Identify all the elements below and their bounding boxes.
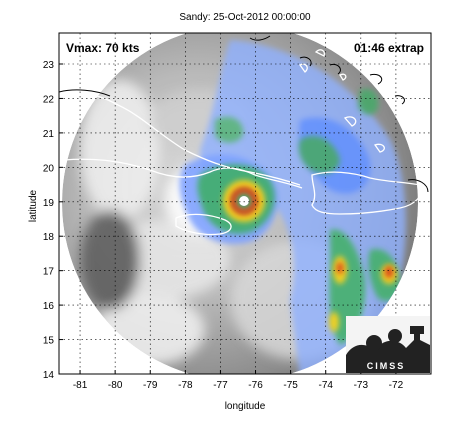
y-tick-label: 19 bbox=[43, 198, 55, 209]
y-tick-label: 21 bbox=[43, 129, 55, 140]
plot-frame bbox=[58, 32, 432, 375]
time-label: 01:46 extrap bbox=[354, 41, 424, 55]
logo-text: CIMSS bbox=[367, 361, 406, 371]
x-tick-label: -80 bbox=[108, 380, 123, 391]
y-tick-label: 17 bbox=[43, 267, 55, 278]
coastlines bbox=[59, 49, 422, 236]
y-tick-label: 20 bbox=[43, 163, 55, 174]
grid-lines bbox=[59, 33, 431, 374]
x-axis-label: longitude bbox=[225, 401, 266, 412]
y-tick-label: 15 bbox=[43, 336, 55, 347]
x-tick-label: -79 bbox=[143, 380, 158, 391]
y-axis-label: latitude bbox=[28, 189, 39, 222]
cimss-logo: CIMSS bbox=[346, 316, 430, 373]
vmax-label: Vmax: 70 kts bbox=[66, 41, 140, 55]
x-tick-label: -78 bbox=[178, 380, 193, 391]
x-tick-label: -74 bbox=[318, 380, 333, 391]
y-tick-label: 23 bbox=[43, 60, 55, 71]
coastlines-outer bbox=[59, 35, 429, 193]
x-tick-label: -72 bbox=[389, 380, 404, 391]
satellite-image bbox=[59, 33, 431, 374]
y-tick-label: 14 bbox=[43, 370, 55, 381]
x-tick-label: -76 bbox=[248, 380, 263, 391]
x-tick-label: -81 bbox=[73, 380, 88, 391]
y-tick-label: 16 bbox=[43, 301, 55, 312]
x-axis: -81 -80 -79 -78 -77 -76 -75 -74 -73 -72 bbox=[73, 370, 404, 391]
y-tick-label: 18 bbox=[43, 232, 55, 243]
y-tick-label: 22 bbox=[43, 94, 55, 105]
x-tick-label: -77 bbox=[213, 380, 228, 391]
figure-title: Sandy: 25-Oct-2012 00:00:00 bbox=[179, 12, 311, 23]
x-tick-label: -75 bbox=[283, 380, 298, 391]
y-axis: 23 22 21 20 19 18 17 16 15 14 bbox=[43, 60, 63, 381]
x-tick-label: -73 bbox=[354, 380, 369, 391]
